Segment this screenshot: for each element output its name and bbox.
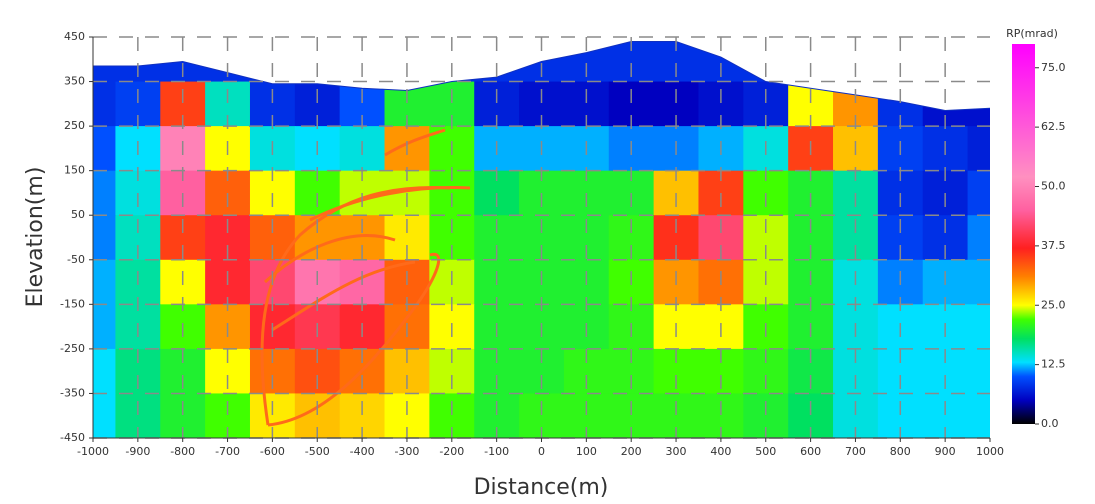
x-tick-label: 200 bbox=[621, 445, 642, 458]
y-tick-label: -150 bbox=[60, 297, 85, 310]
cell bbox=[967, 126, 990, 172]
outline bbox=[263, 234, 396, 284]
x-tick-label: -600 bbox=[260, 445, 285, 458]
x-tick-label: 800 bbox=[890, 445, 911, 458]
cell bbox=[967, 215, 990, 261]
y-tick-label: -50 bbox=[67, 253, 85, 266]
cell bbox=[967, 348, 990, 395]
cell bbox=[967, 259, 990, 305]
y-tick-label: 450 bbox=[64, 30, 85, 43]
cell bbox=[93, 170, 117, 216]
cell bbox=[93, 393, 117, 438]
y-tick-label: 50 bbox=[71, 208, 85, 221]
y-tick-label: -250 bbox=[60, 342, 85, 355]
terrain-surface bbox=[93, 40, 990, 112]
x-tick-label: -800 bbox=[170, 445, 195, 458]
x-tick-label: 900 bbox=[935, 445, 956, 458]
y-tick-label: 150 bbox=[64, 164, 85, 177]
x-tick-label: -500 bbox=[305, 445, 330, 458]
x-tick-label: 0 bbox=[538, 445, 545, 458]
y-tick-label: -450 bbox=[60, 431, 85, 444]
x-tick-label: -700 bbox=[215, 445, 240, 458]
x-tick-label: -900 bbox=[125, 445, 150, 458]
x-tick-label: 700 bbox=[845, 445, 866, 458]
cell bbox=[967, 393, 990, 438]
x-tick-label: 100 bbox=[576, 445, 597, 458]
sky-mask bbox=[93, 37, 990, 111]
colorbar bbox=[1012, 44, 1035, 424]
colorbar-tick-label: 75.0 bbox=[1041, 61, 1066, 74]
x-tick-label: 600 bbox=[800, 445, 821, 458]
colorbar-tick-label: 12.5 bbox=[1041, 358, 1066, 371]
x-tick-label: 1000 bbox=[976, 445, 1004, 458]
cell bbox=[93, 126, 117, 172]
outline bbox=[384, 128, 446, 157]
x-axis-title: Distance(m) bbox=[474, 475, 609, 500]
x-tick-label: -200 bbox=[439, 445, 464, 458]
cell bbox=[93, 215, 117, 261]
cell bbox=[93, 304, 117, 350]
y-tick-label: 350 bbox=[64, 75, 85, 88]
outline bbox=[260, 186, 451, 426]
x-tick-label: -100 bbox=[484, 445, 509, 458]
colorbar-tick-label: 62.5 bbox=[1041, 120, 1066, 133]
colorbar-title: RP(mrad) bbox=[1006, 27, 1058, 40]
x-tick-label: -300 bbox=[394, 445, 419, 458]
colorbar-tick-label: 0.0 bbox=[1041, 417, 1059, 430]
cell bbox=[93, 348, 117, 395]
x-tick-label: 500 bbox=[755, 445, 776, 458]
x-tick-label: -1000 bbox=[77, 445, 109, 458]
cell bbox=[967, 170, 990, 216]
cell bbox=[93, 259, 117, 305]
y-tick-label: -350 bbox=[60, 386, 85, 399]
y-axis-title: Elevation(m) bbox=[23, 167, 48, 308]
x-tick-label: -400 bbox=[350, 445, 375, 458]
x-tick-label: 300 bbox=[666, 445, 687, 458]
colorbar-tick-label: 25.0 bbox=[1041, 298, 1066, 311]
cell bbox=[967, 304, 990, 350]
colorbar-tick-label: 37.5 bbox=[1041, 239, 1066, 252]
outline bbox=[309, 186, 471, 222]
cell bbox=[93, 81, 117, 127]
outline bbox=[271, 260, 416, 332]
y-tick-label: 250 bbox=[64, 119, 85, 132]
x-tick-label: 400 bbox=[710, 445, 731, 458]
colorbar-tick-label: 50.0 bbox=[1041, 180, 1066, 193]
